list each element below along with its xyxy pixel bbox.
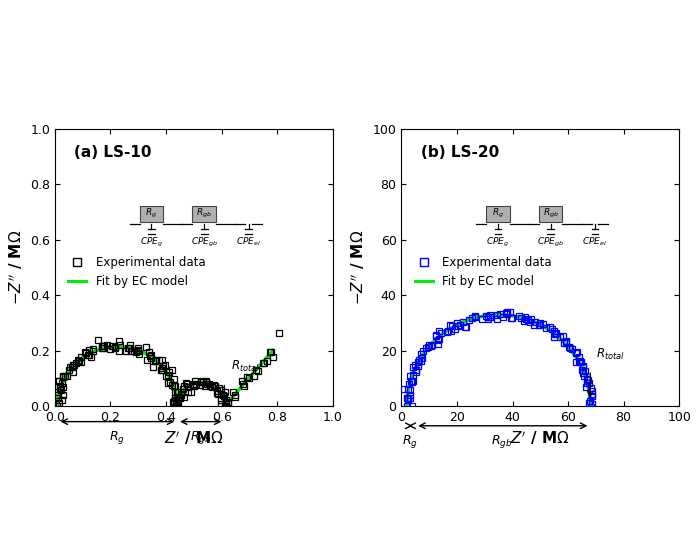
- Text: $R_{gb}$: $R_{gb}$: [542, 208, 558, 220]
- X-axis label: $Z'$ / M$\Omega$: $Z'$ / M$\Omega$: [164, 430, 224, 447]
- Text: $CPE_{el}$: $CPE_{el}$: [582, 236, 607, 248]
- Text: $CPE_{gb}$: $CPE_{gb}$: [191, 236, 218, 249]
- FancyBboxPatch shape: [486, 205, 510, 222]
- Text: $R_{gb}$: $R_{gb}$: [190, 429, 211, 446]
- Y-axis label: $-Z''$ / M$\Omega$: $-Z''$ / M$\Omega$: [7, 230, 24, 305]
- FancyBboxPatch shape: [193, 205, 216, 222]
- Text: $R_g$: $R_g$: [110, 429, 126, 446]
- Legend: Experimental data, Fit by EC model: Experimental data, Fit by EC model: [410, 251, 556, 293]
- X-axis label: $Z'$ / M$\Omega$: $Z'$ / M$\Omega$: [510, 430, 570, 447]
- Text: $CPE_{el}$: $CPE_{el}$: [236, 236, 261, 248]
- FancyBboxPatch shape: [140, 205, 163, 222]
- FancyBboxPatch shape: [539, 205, 563, 222]
- Text: $R_{gb}$: $R_{gb}$: [491, 433, 512, 450]
- Text: $CPE_{gb}$: $CPE_{gb}$: [537, 236, 564, 249]
- Text: $R_g$: $R_g$: [402, 433, 417, 450]
- Text: $CPE_g$: $CPE_g$: [140, 236, 163, 249]
- Legend: Experimental data, Fit by EC model: Experimental data, Fit by EC model: [64, 251, 210, 293]
- Text: $R_{gb}$: $R_{gb}$: [196, 208, 212, 220]
- Text: (a) LS-10: (a) LS-10: [75, 146, 152, 160]
- Text: $R_g$: $R_g$: [492, 208, 504, 220]
- Text: $R_{total}$: $R_{total}$: [596, 347, 625, 362]
- Text: (b) LS-20: (b) LS-20: [421, 146, 499, 160]
- Text: $R_g$: $R_g$: [145, 208, 158, 220]
- Text: $R_{total}$: $R_{total}$: [231, 360, 260, 374]
- Y-axis label: $-Z''$ / M$\Omega$: $-Z''$ / M$\Omega$: [350, 230, 367, 305]
- Text: $CPE_g$: $CPE_g$: [487, 236, 510, 249]
